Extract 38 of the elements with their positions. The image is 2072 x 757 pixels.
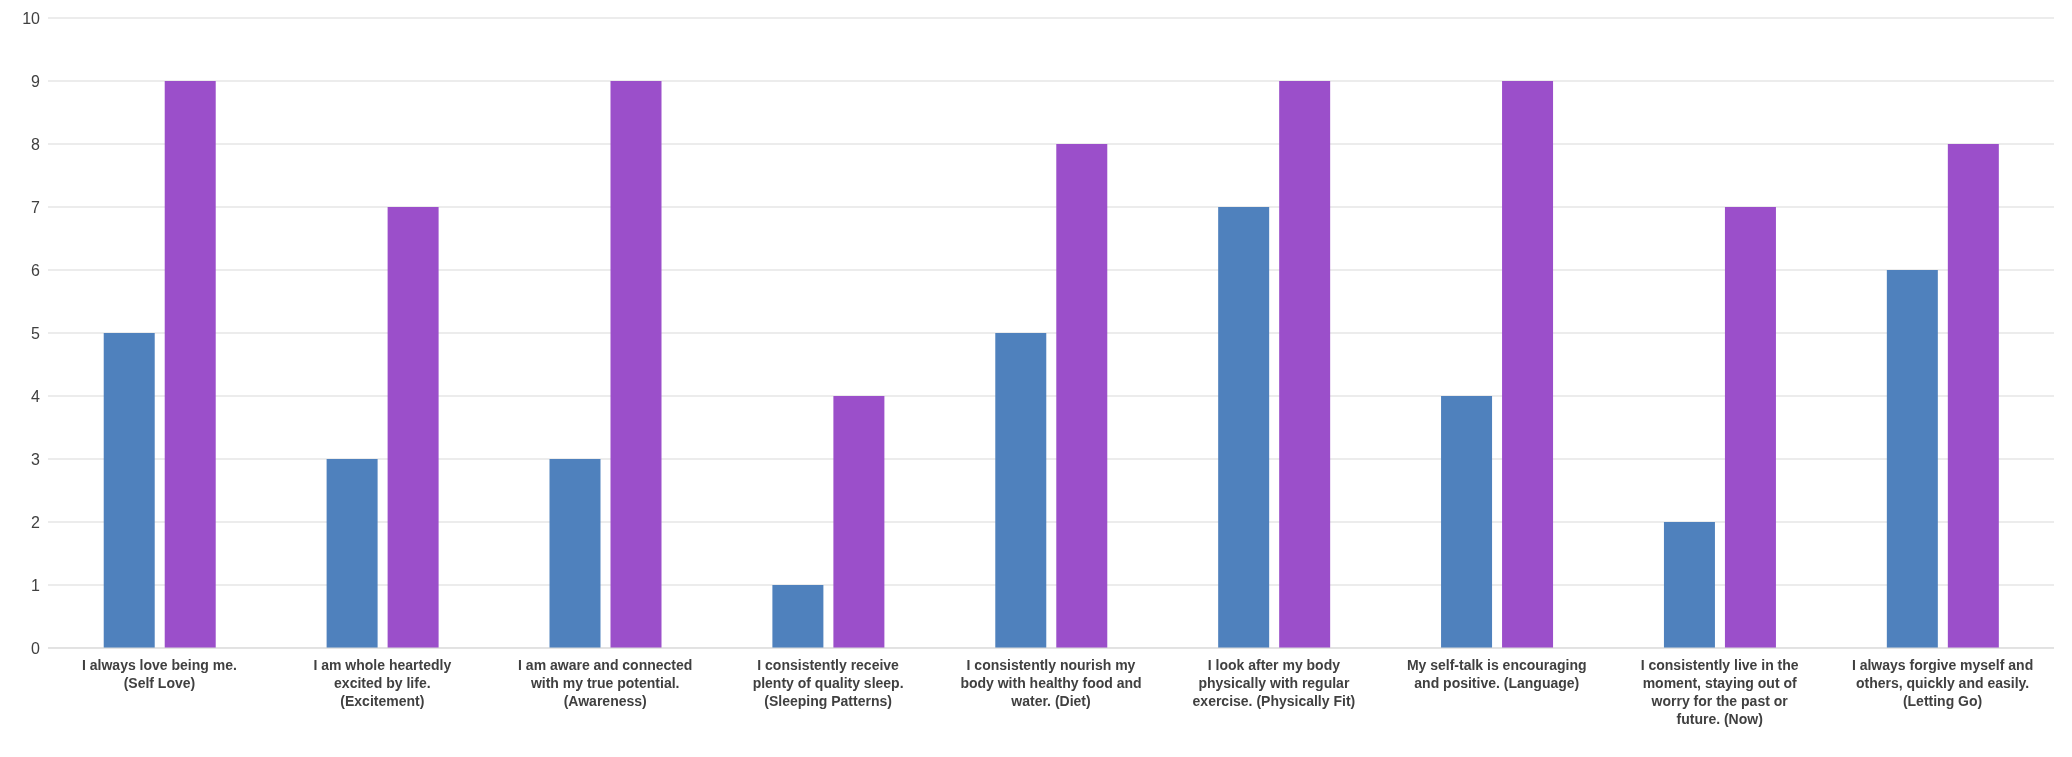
x-tick-label: I always love being me. (Self Love)	[82, 657, 237, 691]
y-tick-label: 2	[31, 513, 41, 531]
bar	[610, 81, 662, 648]
bar	[1724, 207, 1776, 648]
y-tick-label: 9	[31, 72, 41, 90]
bar	[1441, 396, 1493, 648]
y-tick-label: 3	[31, 450, 41, 468]
bar	[326, 459, 378, 648]
x-tick-label: I consistently live in the moment, staying out of worry for the past or future. (Now)	[1640, 657, 1799, 727]
y-tick-label: 7	[31, 198, 41, 216]
x-tick-label: I consistently nourish my body with healthy food and water. (Diet)	[960, 657, 1142, 709]
y-tick-label: 1	[31, 576, 41, 594]
x-tick-label: I look after my body physically with regular exercise. (Physically Fit)	[1192, 657, 1356, 709]
bar	[1502, 81, 1554, 648]
bar	[1218, 207, 1270, 648]
bar	[833, 396, 885, 648]
y-tick-label: 8	[31, 135, 41, 153]
x-tick-label: I am aware and connected with my true potential. (Awareness)	[518, 657, 693, 709]
bar	[1886, 270, 1938, 648]
bar	[103, 333, 155, 648]
bar	[387, 207, 439, 648]
x-tick-label: I consistently receive plenty of quality sleep. (Sleeping Patterns)	[752, 657, 904, 709]
y-tick-label: 10	[22, 9, 41, 27]
bar	[549, 459, 601, 648]
bar	[772, 585, 824, 648]
y-tick-label: 6	[31, 261, 41, 279]
bar	[1663, 522, 1715, 648]
y-tick-label: 0	[31, 639, 41, 657]
x-tick-label: I always forgive myself and others, quickly and easily. (Letting Go)	[1851, 657, 2034, 709]
bar	[1056, 144, 1108, 648]
bar	[1947, 144, 1999, 648]
x-tick-label: I am whole heartedly excited by life. (Excitement)	[313, 657, 452, 709]
x-tick-label: My self-talk is encouraging and positive. (Language)	[1406, 657, 1587, 691]
y-tick-label: 4	[31, 387, 41, 405]
bar	[995, 333, 1047, 648]
y-tick-label: 5	[31, 324, 41, 342]
bar	[1279, 81, 1331, 648]
bar	[164, 81, 216, 648]
